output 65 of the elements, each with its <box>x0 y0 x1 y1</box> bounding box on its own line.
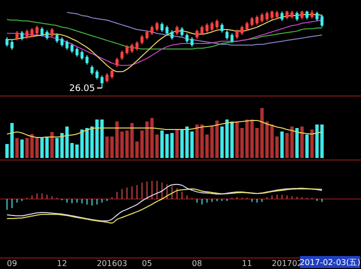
candlestick <box>180 26 184 38</box>
candlestick <box>96 70 98 80</box>
candlestick <box>106 72 108 84</box>
candlestick <box>120 50 124 60</box>
candlestick <box>260 12 264 23</box>
candlestick <box>296 11 298 22</box>
candlestick <box>36 25 38 36</box>
candlestick <box>130 43 134 54</box>
candlestick <box>56 32 58 44</box>
candlestick <box>266 11 268 22</box>
candlestick <box>320 14 324 28</box>
candlestick <box>40 26 44 38</box>
x-tick-label: 05 <box>142 259 152 268</box>
candlestick <box>220 22 224 34</box>
x-tick-label: 08 <box>192 259 202 268</box>
candlestick <box>166 25 168 36</box>
candlestick <box>80 50 84 60</box>
candlestick <box>280 11 284 22</box>
candlestick <box>230 32 234 44</box>
candlestick <box>26 29 28 40</box>
candlestick <box>236 29 238 40</box>
candlestick <box>210 21 214 32</box>
candlestick <box>186 32 188 44</box>
candlestick <box>176 25 178 36</box>
annotation: 26.05 <box>69 84 95 94</box>
candlestick <box>250 16 254 27</box>
candlestick <box>46 30 48 40</box>
x-tick-label: 11 <box>242 259 252 268</box>
candlestick <box>30 27 34 38</box>
candlestick <box>316 11 318 22</box>
candlestick <box>20 30 24 41</box>
candlestick <box>16 30 18 41</box>
candlestick <box>100 75 104 88</box>
candlestick <box>10 40 14 50</box>
candlestick <box>6 36 8 48</box>
candlestick <box>70 43 74 54</box>
cursor-label-box: 2017-02-03(五) <box>300 256 360 268</box>
candlestick <box>196 29 198 40</box>
candlestick <box>50 27 54 38</box>
candlestick <box>200 25 204 36</box>
candlestick <box>136 40 138 52</box>
candlestick <box>76 46 78 58</box>
candlestick <box>60 36 64 48</box>
candlestick <box>126 44 128 55</box>
candlestick <box>150 25 154 36</box>
candlestick <box>256 14 258 26</box>
x-tick-label: 09 <box>6 259 18 268</box>
candlestick <box>90 64 94 76</box>
candlestick <box>170 30 174 40</box>
candlestick <box>116 57 118 68</box>
candlestick <box>110 68 114 80</box>
candlestick <box>226 30 228 40</box>
candlestick <box>206 22 208 34</box>
x-tick-label: 12 <box>56 259 68 268</box>
candlestick <box>146 30 148 40</box>
candlestick <box>160 22 164 32</box>
candlestick <box>190 36 194 48</box>
candlestick <box>156 21 158 32</box>
candlestick <box>216 18 218 30</box>
candlestick <box>140 34 144 45</box>
candlestick <box>246 21 248 32</box>
x-tick-label: 201603 <box>96 259 128 268</box>
candlestick <box>86 54 88 66</box>
candlestick <box>240 25 244 36</box>
candlestick <box>66 40 68 50</box>
